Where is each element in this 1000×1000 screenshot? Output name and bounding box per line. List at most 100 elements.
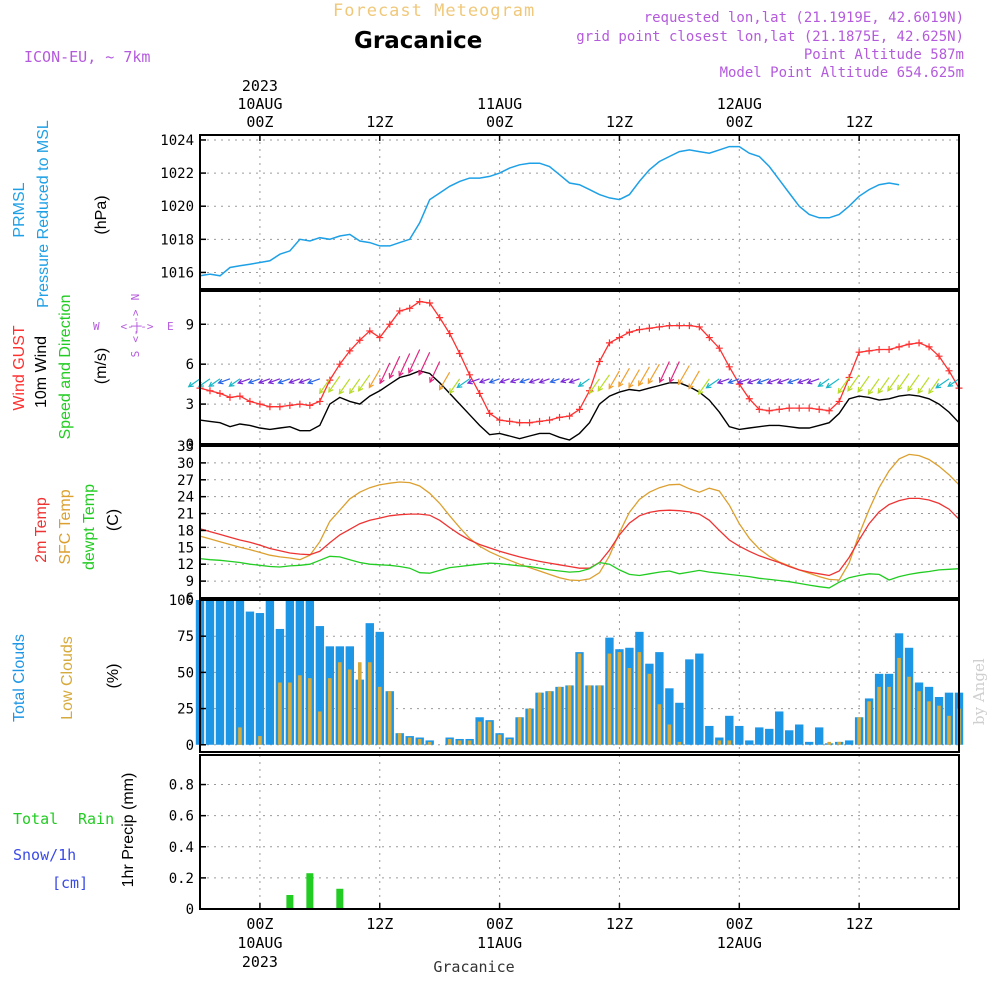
precipitation-ytick-label: 0.2 <box>169 871 194 887</box>
low-cloud-bar <box>507 738 512 745</box>
temperature-ytick-label: 27 <box>177 473 194 489</box>
top-time-label: 2023 <box>242 77 278 95</box>
temp-label-unit: (C) <box>105 509 122 531</box>
gust-point <box>216 389 224 397</box>
gust-point <box>675 322 683 330</box>
wind-direction-arrow <box>328 375 341 393</box>
wind-direction-arrow <box>319 378 331 395</box>
total-cloud-bar <box>675 702 684 745</box>
gust-point <box>466 371 474 379</box>
temperature-ytick-label: 30 <box>177 456 194 472</box>
gust-point <box>276 403 284 411</box>
top-time-label: 12AUG <box>717 95 762 113</box>
wind-direction-arrow <box>825 378 840 389</box>
gust-point <box>805 404 813 412</box>
gust-point <box>845 373 853 381</box>
bottom-time-label: 12Z <box>366 915 393 933</box>
wind-ytick-label: 9 <box>186 317 194 333</box>
wind-direction-arrow <box>727 378 740 385</box>
footer-place: Gracanice <box>433 958 514 976</box>
wind-direction-arrow <box>456 378 470 389</box>
clouds-ytick-label: 75 <box>177 629 194 645</box>
compass-arrows-horizontal: <-|-> <box>120 320 153 333</box>
low-cloud-bar <box>887 686 891 745</box>
total-cloud-bar <box>775 711 784 745</box>
wind-direction-arrow <box>348 378 361 395</box>
bottom-time-label: 00Z <box>486 915 513 933</box>
gust-point <box>945 367 953 375</box>
gust-point <box>206 387 214 395</box>
total-cloud-bar <box>695 653 704 745</box>
wind-direction-arrow <box>247 378 261 385</box>
gust-point <box>825 407 833 415</box>
gust-point <box>456 350 464 358</box>
precip-label-rain: Rain <box>78 810 114 828</box>
gust-point <box>566 412 574 420</box>
wind-direction-arrow <box>847 374 860 392</box>
total-cloud-bar <box>265 600 275 745</box>
low-cloud-bar <box>647 673 652 745</box>
gust-point <box>316 397 324 405</box>
top-time-label: 12Z <box>846 113 873 131</box>
wind-direction-arrow <box>766 378 780 385</box>
clouds-ytick-label: 0 <box>186 738 194 754</box>
total-cloud-bar <box>215 600 225 745</box>
total-cloud-bar <box>655 652 664 745</box>
compass-e: E <box>167 320 174 333</box>
total-cloud-bar <box>705 725 714 745</box>
gust-point <box>426 299 434 307</box>
wind-ytick-label: 0 <box>186 437 194 453</box>
low-cloud-bar <box>338 662 342 745</box>
wind-labels: Wind GUST 10m Wind Speed and Direction (… <box>11 295 110 440</box>
gust-point <box>336 360 344 368</box>
wind-label-gust: Wind GUST <box>11 325 28 411</box>
gust-point <box>396 307 404 315</box>
wind-direction-arrow <box>628 369 640 389</box>
wind-direction-arrow <box>528 378 540 384</box>
gust-point <box>605 339 613 347</box>
wind-direction-arrow <box>867 378 880 396</box>
wind-direction-arrow <box>187 378 201 388</box>
gust-point <box>476 389 484 397</box>
precipitation-ytick-label: 0.4 <box>169 840 194 856</box>
low-cloud-bar <box>677 741 682 745</box>
credit-watermark: by Angel <box>970 658 988 725</box>
wind-direction-arrow <box>466 378 480 385</box>
clouds-ytick-label: 50 <box>177 665 194 681</box>
wind-direction-arrow <box>388 355 401 380</box>
precipitation-ytick-label: 0 <box>186 902 194 918</box>
wind-direction-arrow <box>705 378 720 389</box>
gust-point <box>226 393 234 401</box>
gust-point <box>815 405 823 413</box>
gust-point <box>905 340 913 348</box>
gust-point <box>526 419 534 427</box>
total-cloud-bar <box>795 724 804 745</box>
wind-direction-arrow <box>398 353 411 377</box>
wind-direction-arrow <box>407 349 421 374</box>
wind-direction-arrow <box>478 378 490 384</box>
compass-n: N <box>129 294 142 301</box>
total-cloud-bar <box>685 659 694 745</box>
total-cloud-bar <box>735 725 744 745</box>
temperature-ytick-label: 18 <box>177 523 194 539</box>
pressure-label-unit: (hPa) <box>93 195 110 234</box>
dewpoint-line <box>199 555 960 589</box>
low-cloud-bar <box>557 686 562 745</box>
gust-point <box>376 334 384 342</box>
wind-direction-arrow <box>338 378 351 395</box>
wind-direction-arrow <box>438 371 451 391</box>
wind-direction-arrow <box>306 378 321 385</box>
wind-direction-arrow <box>267 378 281 385</box>
gust-point <box>865 347 873 355</box>
low-cloud-bar <box>587 685 592 745</box>
wind-direction-arrow <box>217 378 231 385</box>
low-cloud-bar <box>497 734 502 745</box>
total-cloud-bar <box>805 741 814 745</box>
bottom-time-label: 00Z <box>726 915 753 933</box>
wind-direction-arrow <box>288 378 301 384</box>
low-cloud-bar <box>318 711 322 745</box>
gust-point <box>885 346 893 354</box>
pressure-ytick-label: 1024 <box>160 133 194 149</box>
precip-label-total: Total <box>13 810 58 828</box>
